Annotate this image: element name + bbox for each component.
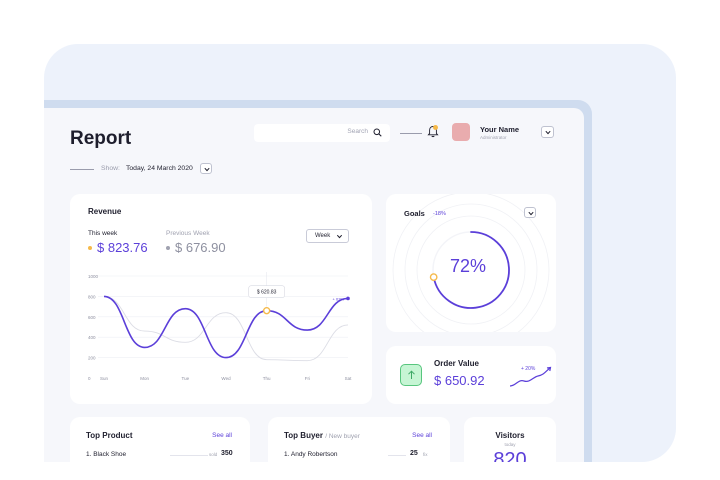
list-item: 1. Black Shoe [86,451,127,458]
order-value-card: Order Value $ 650.92 + 20% [386,346,556,404]
user-menu-dropdown[interactable] [541,126,554,138]
x-tick-label: Thu [263,376,271,381]
x-tick-label: Sun [100,376,109,381]
this-week-dot [88,246,92,250]
search-placeholder: Search [347,128,368,135]
this-week-label: This week [88,230,118,237]
y-tick-label: 200 [88,356,96,361]
chevron-down-icon [336,234,343,239]
y-tick-label: 0 [88,376,91,381]
y-tick-label: 400 [88,335,96,340]
this-week-value: $ 823.76 [97,240,148,255]
goals-dropdown[interactable] [524,207,536,218]
x-tick-label: Mon [140,376,149,381]
top-product-title: Top Product [86,431,133,440]
order-change: + 20% [521,366,536,372]
sparkline-arrowhead [546,366,552,372]
order-sparkline: + 20% [509,366,552,387]
this-week-line [103,295,349,359]
y-tick-label: 600 [88,315,96,320]
chevron-down-icon [204,167,210,172]
user-role: Administrator [480,135,507,140]
x-tick-label: Tue [182,376,190,381]
gauge-progress-arc [432,231,510,309]
top-product-card: Top Product See all 1. Black Shoe sold 3… [70,417,250,462]
order-icon-box [400,364,422,386]
row-value: 350 [221,450,233,457]
show-divider [70,169,94,170]
list-item: 1. Andy Robertson [284,451,338,458]
order-value: $ 650.92 [434,373,485,388]
top-buyer-title: Top Buyer / New buyer [284,431,360,440]
row-value: 25 [410,450,418,457]
x-tick-label: Fri [305,376,310,381]
notification-dot [433,125,438,130]
previous-week-line [103,295,349,362]
line-end-point [346,296,350,301]
highlight-point [262,306,271,315]
change-label: + 63% [333,296,345,301]
goals-value: 72% [450,256,487,276]
page-title: Report [70,128,132,149]
show-label: Show: [101,165,120,172]
previous-week-label: Previous Week [166,230,210,237]
row-divider [388,455,406,456]
x-tick-label: Sat [345,376,353,381]
goals-gauge [392,194,550,332]
revenue-chart: 0 200 400 600 800 1000 Sun Mon Tue Wed Thu Fri Sat + … [88,272,353,381]
visitors-subtitle: today [504,442,516,447]
top-buyer-subtitle: / New buyer [325,433,360,440]
revenue-card: Revenue This week Previous Week $ 823.76… [70,194,372,404]
revenue-title: Revenue [88,207,122,216]
date-dropdown[interactable] [200,163,212,174]
top-buyer-card: Top Buyer / New buyer See all 1. Andy Ro… [268,417,450,462]
y-tick-label: 1000 [88,274,99,279]
previous-week-value: $ 676.90 [175,240,226,255]
top-buyer-heading: Top Buyer [284,431,323,440]
dashboard-screen: Report Search Your Name Administrator Sh… [44,108,584,462]
goals-title: Goals [404,209,425,218]
tooltip-box [248,285,285,298]
visitors-title: Visitors [495,431,525,440]
previous-week-dot [166,246,170,250]
x-tick-label: Wed [221,376,231,381]
goals-card: Goals -18% 72% [386,194,556,332]
row-unit: sold [209,452,218,457]
top-product-see-all[interactable]: See all [212,432,232,439]
arrow-up-icon [408,370,415,379]
search-box[interactable]: Search [254,124,390,142]
row-unit: fix [423,452,428,457]
y-tick-label: 800 [88,294,96,299]
chevron-down-icon [528,211,534,216]
gauge-ring [404,203,538,332]
show-date: Today, 24 March 2020 [126,165,193,172]
avatar[interactable] [452,123,470,141]
gauge-end-point [429,273,438,282]
header-divider [400,133,422,134]
top-buyer-see-all[interactable]: See all [412,432,432,439]
chevron-down-icon [545,130,551,135]
row-divider [170,455,208,456]
period-label: Week [315,233,331,239]
gauge-ring [392,194,550,332]
gauge-ring [416,215,526,325]
visitors-card: Visitors today 820 [464,417,556,462]
period-dropdown[interactable]: Week [306,229,349,243]
user-name: Your Name [480,125,520,134]
tooltip-text: $ 620.83 [257,290,277,296]
goals-change: -18% [433,211,446,217]
visitors-value: 820 [493,449,527,462]
sparkline-line [509,367,551,387]
order-title: Order Value [434,359,479,368]
search-icon[interactable] [373,128,382,137]
